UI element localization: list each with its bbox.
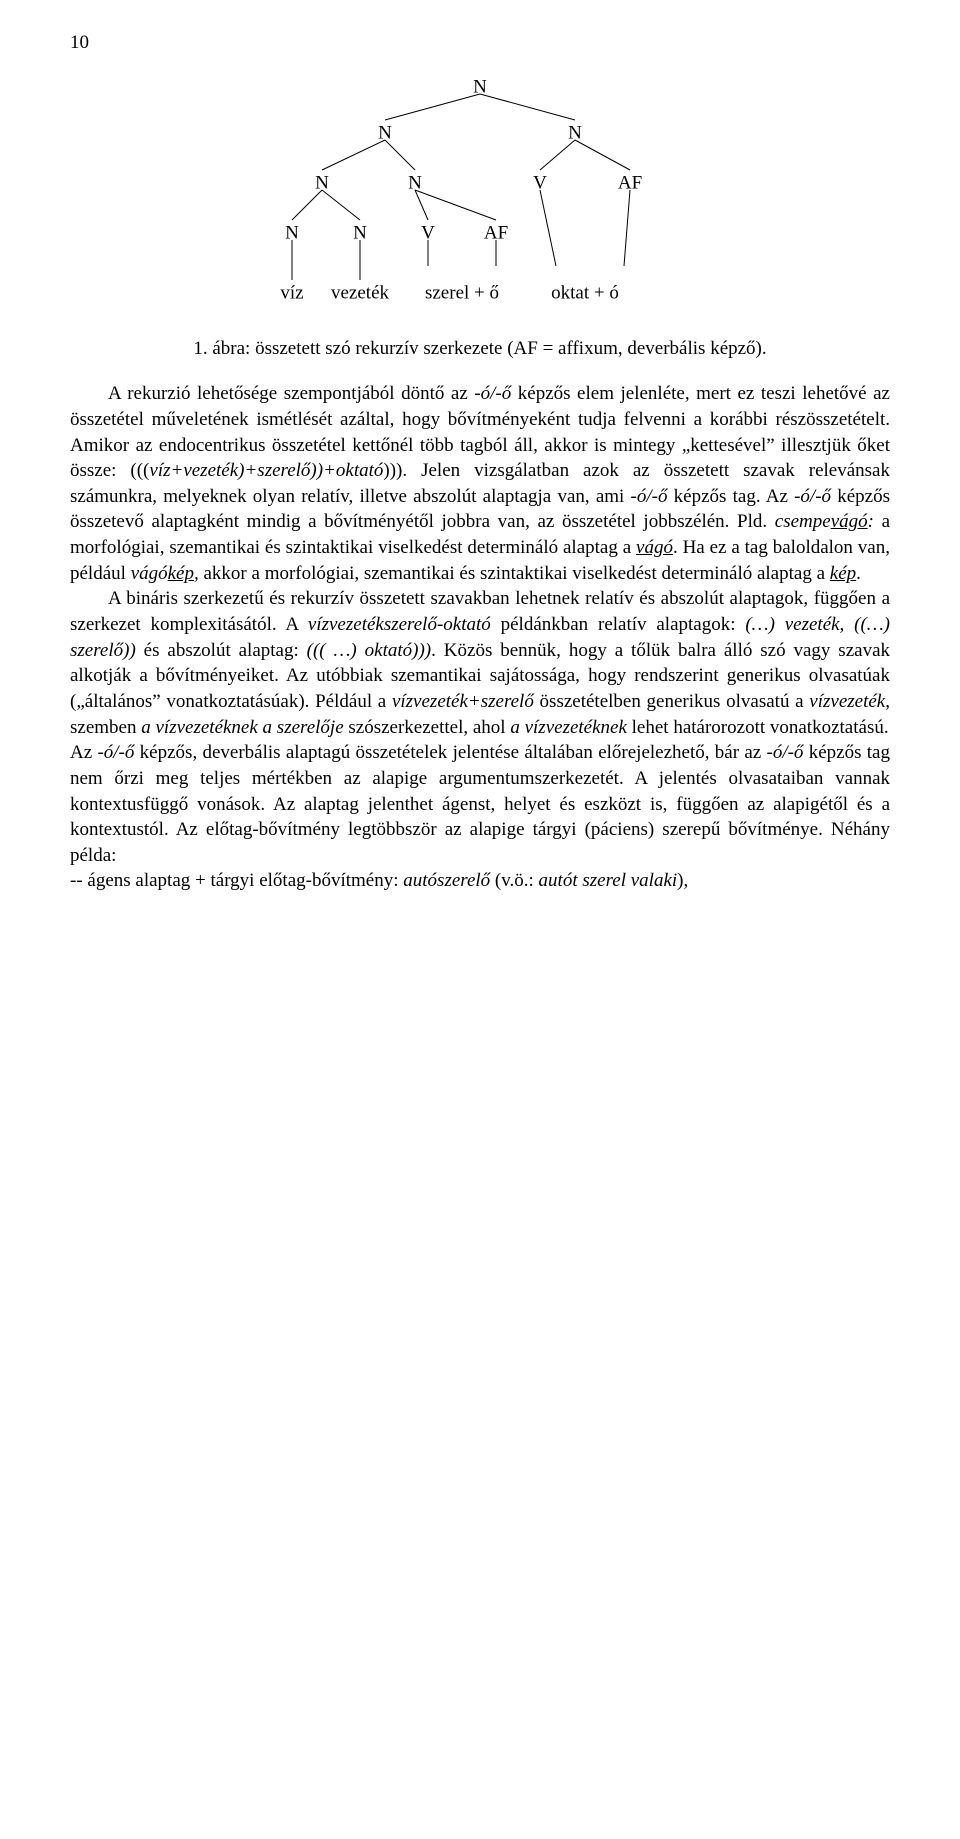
svg-text:AF: AF bbox=[484, 222, 508, 243]
body-paragraph-2: A bináris szerkezetű és rekurzív összete… bbox=[70, 586, 890, 740]
body-paragraph-3: Az -ó/-ő képzős, deverbális alaptagú öss… bbox=[70, 740, 890, 868]
body-paragraph-1: A rekurzió lehetősége szempontjából dönt… bbox=[70, 381, 890, 586]
svg-text:N: N bbox=[353, 222, 367, 243]
page-number: 10 bbox=[70, 30, 890, 56]
svg-text:vezeték: vezeték bbox=[331, 282, 390, 303]
svg-text:oktat + ó: oktat + ó bbox=[551, 282, 619, 303]
svg-text:N: N bbox=[408, 172, 422, 193]
svg-text:szerel + ő: szerel + ő bbox=[425, 282, 499, 303]
svg-text:víz: víz bbox=[280, 282, 303, 303]
svg-text:N: N bbox=[378, 122, 392, 143]
svg-text:N: N bbox=[568, 122, 582, 143]
svg-text:N: N bbox=[285, 222, 299, 243]
figure-caption: 1. ábra: összetett szó rekurzív szerkeze… bbox=[70, 336, 890, 362]
svg-text:N: N bbox=[315, 172, 329, 193]
svg-text:V: V bbox=[533, 172, 547, 193]
body-paragraph-4: -- ágens alaptag + tárgyi előtag-bővítmé… bbox=[70, 868, 890, 894]
svg-text:N: N bbox=[473, 76, 487, 97]
svg-text:V: V bbox=[421, 222, 435, 243]
syntax-tree-diagram: N N N N N V AF N N V AF víz vezeték szerel + ő oktat +… bbox=[230, 66, 730, 326]
svg-text:AF: AF bbox=[618, 172, 642, 193]
